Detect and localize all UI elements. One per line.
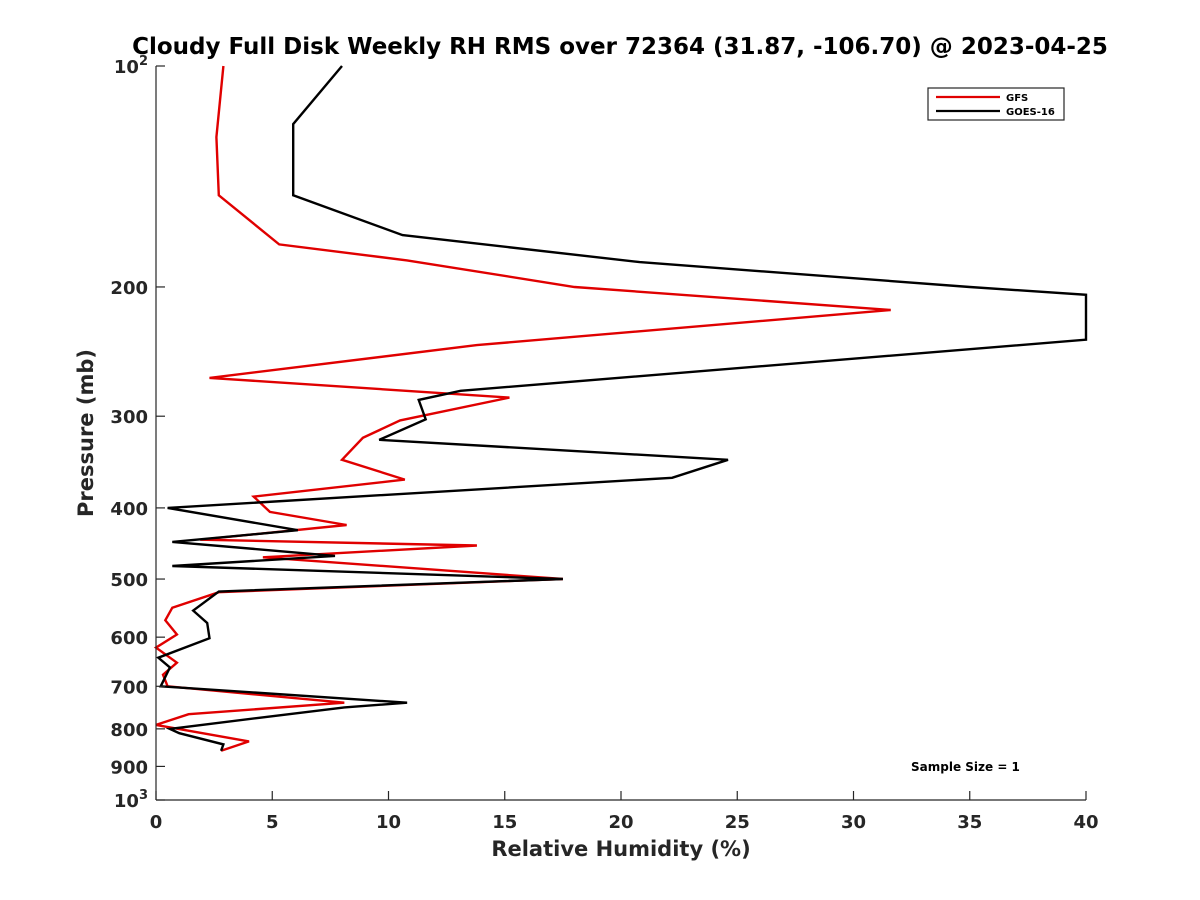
y-tick-label: 900	[110, 757, 148, 778]
x-tick-label: 15	[492, 812, 517, 833]
legend-label-goes16: GOES-16	[1006, 107, 1055, 118]
x-tick-label: 30	[841, 812, 866, 833]
axes-layer	[155, 66, 1086, 801]
chart-title: Cloudy Full Disk Weekly RH RMS over 7236…	[132, 34, 1108, 60]
series-layer	[153, 65, 1088, 752]
y-axis-label: Pressure (mb)	[74, 349, 98, 517]
legend: GFS GOES-16	[927, 87, 1065, 121]
y-tick-label: 400	[110, 499, 148, 520]
series-line-goes16	[155, 65, 1088, 752]
y-tick-layer: 102 200 300 400 500 600 700 800 900 103	[110, 54, 165, 812]
x-tick-label: 20	[608, 812, 633, 833]
x-tick-label: 0	[150, 812, 163, 833]
x-tick-layer: 0 5 10 15 20 25 30 35 40	[150, 791, 1099, 833]
x-tick-label: 5	[266, 812, 279, 833]
y-tick-label: 300	[110, 407, 148, 428]
x-tick-label: 40	[1073, 812, 1098, 833]
x-tick-label: 35	[957, 812, 982, 833]
y-tick-label: 600	[110, 628, 148, 649]
x-tick-label: 10	[376, 812, 401, 833]
sample-size-annotation: Sample Size = 1	[911, 760, 1020, 774]
y-tick-label: 500	[110, 570, 148, 591]
y-tick-label: 800	[110, 720, 148, 741]
series-line-gfs	[153, 65, 891, 752]
x-axis-label: Relative Humidity (%)	[491, 837, 750, 861]
x-tick-label: 25	[725, 812, 750, 833]
y-tick-label: 102	[114, 54, 148, 78]
legend-label-gfs: GFS	[1006, 93, 1028, 104]
y-tick-label: 200	[110, 278, 148, 299]
y-tick-label: 700	[110, 677, 148, 698]
y-tick-label: 103	[114, 788, 148, 812]
legend-box	[927, 87, 1065, 121]
